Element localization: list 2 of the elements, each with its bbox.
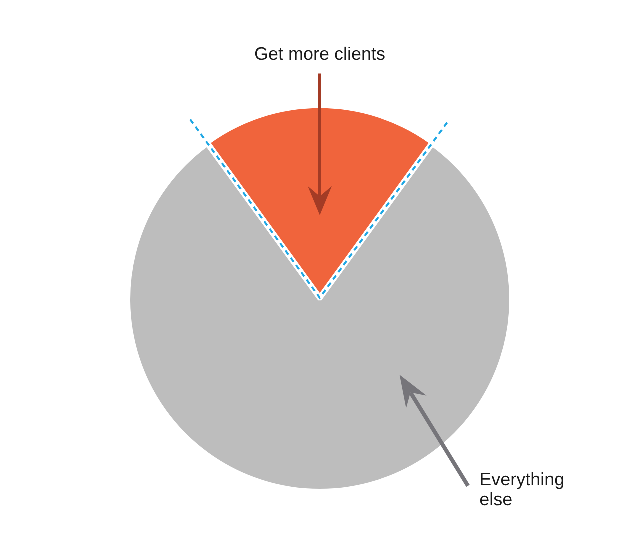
slice-label: Everything else [480,469,565,510]
slice-label: Get more clients [254,44,386,64]
